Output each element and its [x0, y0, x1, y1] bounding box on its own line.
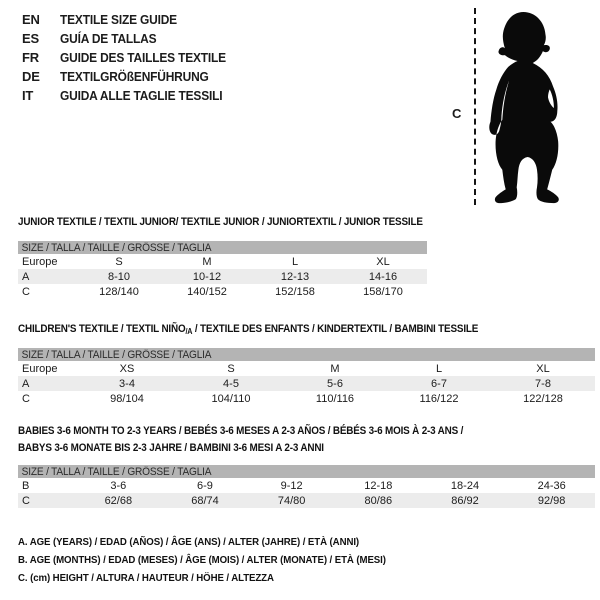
table-row: A 3-4 4-5 5-6 6-7 7-8: [18, 376, 595, 391]
lang-code: DE: [22, 69, 40, 84]
lang-title: GUIDA ALLE TAGLIE TESSILI: [60, 88, 223, 103]
cell: 6-7: [431, 377, 447, 390]
row-label: Europe: [22, 255, 58, 268]
table-title-subscript: /A: [185, 327, 193, 336]
cell: 6-9: [197, 479, 213, 492]
row-label: B: [22, 479, 30, 492]
cell: 4-5: [223, 377, 239, 390]
row-label: Europe: [22, 362, 58, 375]
cell: 86/92: [451, 494, 479, 507]
cell: S: [115, 255, 123, 268]
note-line-c: C. (cm) HEIGHT / ALTURA / HAUTEUR / HÖHE…: [18, 572, 274, 584]
cell: 140/152: [187, 285, 227, 298]
row-label: C: [22, 494, 30, 507]
row-label: C: [22, 392, 30, 405]
table-row: A 8-10 10-12 12-13 14-16: [18, 269, 427, 284]
row-label: A: [22, 377, 30, 390]
cell: 3-4: [119, 377, 135, 390]
lang-code: ES: [22, 31, 39, 46]
cell: 80/86: [364, 494, 393, 507]
table-row: C 62/68 68/74 74/80 80/86 86/92 92/98: [18, 493, 595, 508]
language-row: DE TEXTILGRÖßENFÜHRUNG: [22, 67, 240, 86]
lang-code: FR: [22, 50, 39, 65]
cell: L: [435, 362, 443, 375]
lang-title: GUÍA DE TALLAS: [60, 31, 157, 46]
cell: XL: [536, 362, 550, 375]
cell: 7-8: [535, 377, 551, 390]
baby-silhouette-image: [489, 11, 559, 204]
table-row: Europe XS S M L XL: [18, 361, 595, 376]
height-measure-label: C: [452, 106, 462, 121]
cell: L: [291, 255, 299, 268]
cell: 10-12: [192, 270, 222, 283]
cell: 62/68: [104, 494, 133, 507]
size-header-bar: SIZE / TALLA / TAILLE / GRÖSSE / TAGLIA: [18, 348, 595, 361]
row-label: A: [22, 270, 30, 283]
legend-notes: A. AGE (YEARS) / EDAD (AÑOS) / ÂGE (ANS)…: [18, 533, 418, 587]
cell: M: [330, 362, 340, 375]
cell: 12-13: [280, 270, 310, 283]
table-title-block: BABIES 3-6 MONTH TO 2-3 YEARS / BEBÉS 3-…: [18, 423, 595, 457]
cell: 3-6: [110, 479, 127, 492]
table-row: B 3-6 6-9 9-12 12-18 18-24 24-36: [18, 478, 595, 493]
table-row: Europe S M L XL: [18, 254, 427, 269]
language-row: IT GUIDA ALLE TAGLIE TESSILI: [22, 86, 240, 105]
junior-textile-table: JUNIOR TEXTILE / TEXTIL JUNIOR/ TEXTILE …: [18, 215, 427, 299]
cell: 24-36: [537, 479, 566, 492]
lang-title: TEXTILE SIZE GUIDE: [60, 12, 177, 27]
size-header-label: SIZE / TALLA / TAILLE / GRÖSSE / TAGLIA: [21, 241, 212, 254]
table-title-line2: BABYS 3-6 MONATE BIS 2-3 JAHRE / BAMBINI…: [18, 442, 324, 454]
cell: XS: [119, 362, 135, 375]
language-row: ES GUÍA DE TALLAS: [22, 29, 240, 48]
cell: 116/122: [419, 392, 459, 405]
row-label: C: [22, 285, 30, 298]
table-title-line1: BABIES 3-6 MONTH TO 2-3 YEARS / BEBÉS 3-…: [18, 425, 464, 437]
lang-code: EN: [22, 12, 40, 27]
language-row: EN TEXTILE SIZE GUIDE: [22, 10, 240, 29]
lang-code: IT: [22, 88, 34, 103]
note-line-a: A. AGE (YEARS) / EDAD (AÑOS) / ÂGE (ANS)…: [18, 536, 360, 548]
language-row: FR GUIDE DES TAILLES TEXTILE: [22, 48, 240, 67]
cell: 98/104: [110, 392, 144, 405]
cell: 110/116: [315, 392, 355, 405]
lang-title: GUIDE DES TAILLES TEXTILE: [60, 50, 226, 65]
cell: 158/170: [363, 285, 403, 298]
cell: 122/128: [523, 392, 563, 405]
size-header-bar: SIZE / TALLA / TAILLE / GRÖSSE / TAGLIA: [18, 241, 427, 254]
cell: 74/80: [277, 494, 306, 507]
height-measure-dashed-line: [474, 8, 476, 205]
cell: 14-16: [368, 270, 398, 283]
lang-title: TEXTILGRÖßENFÜHRUNG: [60, 69, 209, 84]
table-title-text: / TEXTILE DES ENFANTS / KINDERTEXTIL / B…: [192, 323, 479, 335]
babies-textile-table: BABIES 3-6 MONTH TO 2-3 YEARS / BEBÉS 3-…: [18, 423, 595, 508]
size-header-label: SIZE / TALLA / TAILLE / GRÖSSE / TAGLIA: [21, 348, 212, 361]
cell: 92/98: [537, 494, 566, 507]
cell: 12-18: [364, 479, 393, 492]
cell: 128/140: [99, 285, 139, 298]
cell: 152/158: [275, 285, 315, 298]
size-header-bar: SIZE / TALLA / TAILLE / GRÖSSE / TAGLIA: [18, 465, 595, 478]
language-title-list: EN TEXTILE SIZE GUIDE ES GUÍA DE TALLAS …: [22, 10, 240, 105]
cell: 5-6: [327, 377, 343, 390]
children-textile-table: CHILDREN'S TEXTILE / TEXTIL NIÑO/A / TEX…: [18, 322, 595, 406]
cell: 9-12: [280, 479, 303, 492]
note-line-b: B. AGE (MONTHS) / EDAD (MESES) / ÂGE (MO…: [18, 554, 386, 566]
cell: 104/110: [211, 392, 251, 405]
table-row: C 98/104 104/110 110/116 116/122 122/128: [18, 391, 595, 406]
cell: XL: [376, 255, 390, 268]
cell: M: [202, 255, 212, 268]
table-row: C 128/140 140/152 152/158 158/170: [18, 284, 427, 299]
cell: 68/74: [191, 494, 219, 507]
table-title-text: CHILDREN'S TEXTILE / TEXTIL NIÑO: [18, 323, 186, 335]
cell: 8-10: [107, 270, 131, 283]
size-header-label: SIZE / TALLA / TAILLE / GRÖSSE / TAGLIA: [21, 465, 212, 478]
table-title: JUNIOR TEXTILE / TEXTIL JUNIOR/ TEXTILE …: [18, 216, 423, 228]
cell: 18-24: [450, 479, 480, 492]
table-title: CHILDREN'S TEXTILE / TEXTIL NIÑO/A / TEX…: [18, 322, 537, 336]
cell: S: [227, 362, 235, 375]
